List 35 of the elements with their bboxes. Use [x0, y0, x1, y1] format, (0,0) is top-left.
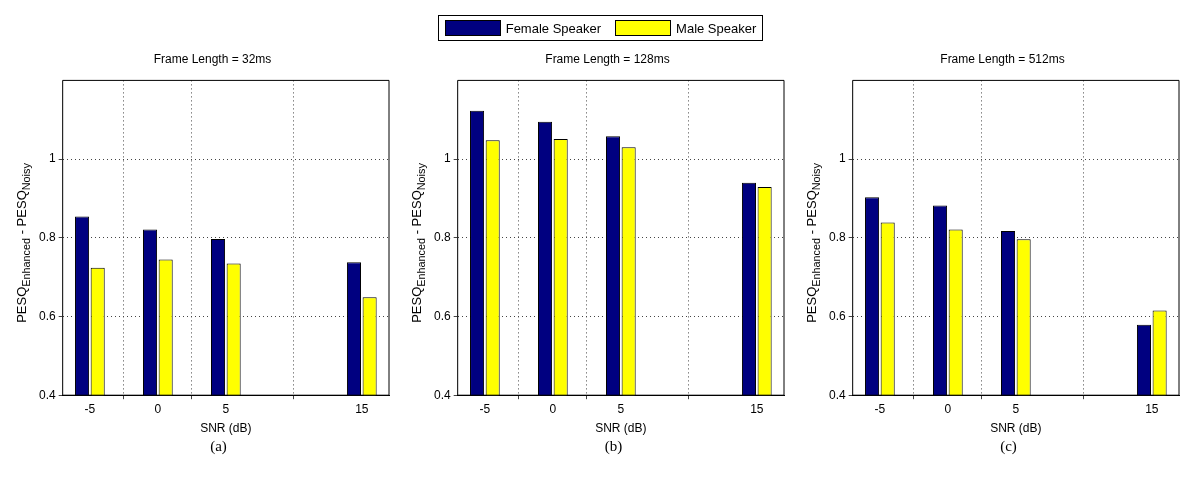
chart-title: Frame Length = 512ms: [940, 51, 1065, 66]
y-tick-label: 1: [838, 151, 846, 166]
y-tick-label: 0.8: [433, 230, 451, 245]
x-tick-label: 15: [355, 401, 369, 416]
legend-label: Male Speaker: [676, 20, 757, 36]
x-tick-label: 5: [1012, 401, 1020, 416]
y-tick-label: 0.4: [38, 387, 56, 402]
x-tick-label: 5: [617, 401, 625, 416]
legend-label: Female Speaker: [505, 20, 602, 36]
y-tick-label: 0.6: [38, 308, 56, 323]
y-tick-label: 0.6: [828, 308, 846, 323]
chart-title: Frame Length = 128ms: [545, 51, 670, 66]
x-tick-label: 15: [1145, 401, 1159, 416]
x-tick-label: 0: [549, 401, 557, 416]
y-tick-label: 0.8: [828, 230, 846, 245]
x-tick-label: -5: [479, 401, 491, 416]
text: (c): [1000, 438, 1017, 455]
y-tick-label: 0.8: [38, 230, 56, 245]
x-tick-label: 0: [154, 401, 162, 416]
x-tick-label: 0: [944, 401, 952, 416]
text: (a): [210, 438, 227, 455]
y-tick-label: 0.4: [433, 387, 451, 402]
y-tick-label: 0.6: [433, 308, 451, 323]
y-tick-label: 1: [443, 151, 451, 166]
y-tick-label: 1: [48, 151, 56, 166]
x-axis-title: SNR (dB): [200, 421, 252, 436]
chart-title: Frame Length = 32ms: [153, 51, 272, 66]
x-tick-label: -5: [84, 401, 96, 416]
x-tick-label: 5: [222, 401, 230, 416]
x-tick-label: -5: [874, 401, 886, 416]
y-tick-label: 0.4: [828, 387, 846, 402]
x-axis-title: SNR (dB): [990, 421, 1042, 436]
text: (b): [604, 438, 623, 455]
x-axis-title: SNR (dB): [595, 421, 647, 436]
x-tick-label: 15: [750, 401, 764, 416]
